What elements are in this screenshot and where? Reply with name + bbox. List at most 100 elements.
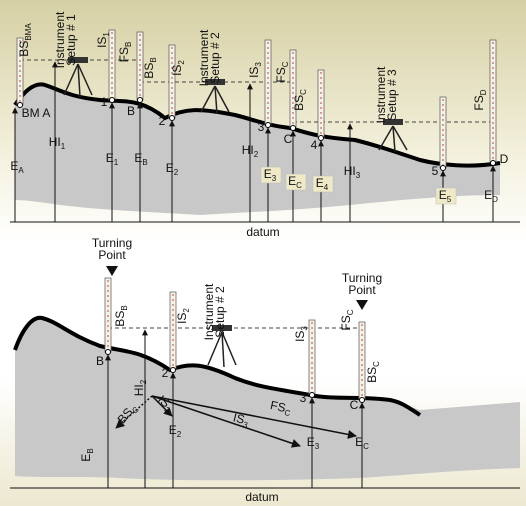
rod-label-main: FS <box>339 315 353 330</box>
elevation-label-main: E <box>316 176 324 190</box>
elevation-label-sub: 2 <box>177 430 182 439</box>
rod-label-main: BS <box>113 311 127 327</box>
elevation-label-main: E <box>484 188 492 202</box>
tripod-leg <box>207 331 223 366</box>
elevation-label: EB <box>134 151 147 167</box>
setup-label: Instrument <box>197 29 211 86</box>
elevation-label-sub: B <box>142 158 147 167</box>
rod-point <box>440 165 446 171</box>
point-label: C <box>284 132 293 146</box>
tripod-leg <box>77 63 81 98</box>
rod-point <box>105 349 111 355</box>
setup-label: Instrument <box>53 11 67 68</box>
tripod-leg <box>63 63 79 96</box>
rod-label: IS2 <box>170 60 186 76</box>
sight-vector <box>151 395 301 448</box>
tripod-leg <box>221 331 225 368</box>
rod-label-main: FS <box>117 47 131 62</box>
instrument <box>212 325 232 331</box>
elevation-label-sub: 5 <box>447 195 452 204</box>
tripod-leg <box>378 125 394 151</box>
rod-point <box>109 97 115 103</box>
elevation-label-sub: 2 <box>174 168 179 177</box>
elevation-label-main: E <box>355 435 363 449</box>
turning-point-marker <box>106 266 118 276</box>
point-label: BM A <box>22 106 51 120</box>
rod-label-sub: 3 <box>254 62 263 67</box>
rod-point <box>170 367 176 373</box>
rod-point <box>265 122 271 128</box>
ground-body <box>15 84 500 215</box>
sight-label-sub: 3 <box>242 420 249 430</box>
rod-label-main: FS <box>472 95 486 110</box>
rod-label-sub: 2 <box>177 60 186 65</box>
elevation-label: ED <box>484 188 498 204</box>
rod-point <box>309 392 315 398</box>
turning-point-label: Point <box>348 283 376 297</box>
elevation-label-sub: 3 <box>315 442 320 451</box>
turning-point-label: Turning <box>92 236 132 250</box>
rod-point <box>359 397 365 403</box>
elevation-label-sub: C <box>363 442 369 451</box>
rod-label-main: BS <box>142 63 156 79</box>
sight-label: IS3 <box>231 410 251 429</box>
elevation-label: E3 <box>307 435 320 451</box>
rod-label-main: IS <box>175 313 189 324</box>
elevation-label: E3 <box>264 167 277 183</box>
sight-label: IS2 <box>154 392 177 415</box>
rod-label-sub: D <box>479 89 488 95</box>
elevation-label-sub: 2 <box>139 379 148 384</box>
elevation-label: E2 <box>169 423 182 439</box>
label-box <box>312 175 334 193</box>
point-label: 3 <box>258 120 265 134</box>
elevation-label-sub: B <box>86 448 95 453</box>
tripod-leg <box>221 331 237 366</box>
rod-label-main: IS <box>95 37 109 48</box>
sight-label-main: IS <box>232 410 246 426</box>
rod-label-sub: C <box>281 61 290 67</box>
rod-label-main: BS <box>17 41 31 57</box>
point-label: 1 <box>101 95 108 109</box>
rod-label: IS3 <box>293 326 309 342</box>
elevation-label: E2 <box>166 161 179 177</box>
elevation-label-main: E <box>439 188 447 202</box>
point-label: 2 <box>159 114 166 128</box>
rod-point <box>137 97 143 103</box>
elevation-label-main: E <box>134 151 142 165</box>
sight-label-sub: C <box>130 405 141 415</box>
rod-label: FSD <box>472 89 488 110</box>
elevation-label-sub: C <box>296 181 302 190</box>
tripod-leg <box>392 125 396 153</box>
rod-label-main: BS <box>292 95 306 111</box>
elevation-label-sub: 1 <box>114 158 119 167</box>
label-box <box>285 173 307 191</box>
label-box <box>260 166 282 184</box>
elevation-label-sub: 3 <box>356 171 361 180</box>
elevation-label: E4 <box>316 176 329 192</box>
ground-body <box>15 317 520 481</box>
elevation-label: EB <box>79 448 95 461</box>
ground-line <box>13 315 422 417</box>
elevation-label-sub: A <box>18 166 24 175</box>
elevation-label-main: E <box>106 151 114 165</box>
rod-point <box>290 125 296 131</box>
turning-point-marker <box>356 300 368 310</box>
setup-label: Setup # 2 <box>213 286 227 338</box>
rod-label-sub: 2 <box>182 308 191 313</box>
level-rod <box>108 29 116 101</box>
rod-label: FSC <box>339 309 355 330</box>
turning-point-label: Turning <box>342 271 382 285</box>
point-label: C <box>350 398 359 412</box>
elevation-label-main: E <box>79 454 93 462</box>
rod-label-main: BS <box>365 367 379 383</box>
rod-label-main: IS <box>170 65 184 76</box>
elevation-label-main: E <box>288 174 296 188</box>
rod-label: BSB <box>113 305 129 326</box>
rod-label: BSC <box>365 361 381 383</box>
rod-label-sub: BMA <box>24 23 33 41</box>
tripod-leg <box>392 125 408 151</box>
elevation-label-main: E <box>10 159 18 173</box>
rod-point <box>490 160 496 166</box>
rod-label-main: IS <box>247 67 261 78</box>
rod-label-sub: 1 <box>102 32 111 37</box>
